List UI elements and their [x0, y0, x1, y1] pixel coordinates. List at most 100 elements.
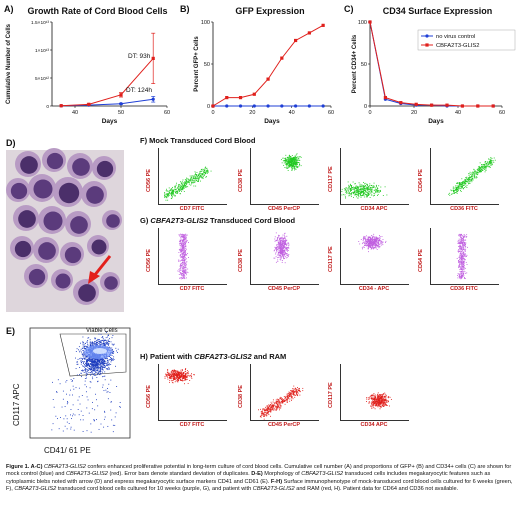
flow-event: [170, 371, 172, 373]
flow-event: [357, 189, 359, 191]
flow-event: [183, 240, 185, 242]
flow-event: [347, 188, 349, 190]
flow-event: [186, 178, 188, 180]
flow-event: [284, 241, 286, 243]
data-point-fusion: [491, 104, 495, 108]
y-tick-label: 50: [361, 62, 367, 68]
e-event: [86, 356, 88, 358]
e-event: [61, 406, 63, 408]
e-event: [98, 374, 100, 376]
e-event: [98, 359, 100, 361]
e-event: [117, 348, 119, 350]
flow-event: [478, 168, 480, 170]
flow-event: [376, 188, 378, 190]
flow-event: [371, 189, 373, 191]
flow-event: [295, 157, 297, 158]
flow-event: [181, 184, 183, 186]
flow-event: [274, 257, 276, 259]
flow-event: [280, 250, 282, 252]
e-event: [96, 363, 98, 364]
flow-event: [377, 244, 379, 246]
flow-event: [186, 177, 188, 179]
flow-event: [483, 164, 485, 166]
flow-event: [290, 160, 292, 162]
e-event: [88, 365, 90, 366]
e-event: [102, 369, 104, 371]
flow-event: [359, 191, 361, 192]
flow-event: [181, 247, 183, 249]
e-event: [90, 363, 92, 365]
flow-event: [177, 376, 179, 378]
flow-event: [345, 187, 347, 188]
flow-event: [462, 256, 464, 258]
e-event: [89, 369, 91, 371]
flow-event: [286, 157, 288, 159]
flow-event: [289, 163, 290, 165]
e-event: [86, 342, 88, 343]
flow-event: [190, 178, 191, 180]
e-event: [97, 360, 99, 362]
e-event: [104, 363, 106, 364]
y-axis-label: Percent CD34+ Cells: [352, 34, 358, 93]
e-event: [88, 362, 90, 364]
flow-event: [288, 161, 290, 162]
flow-event: [191, 181, 192, 183]
flow-event: [360, 191, 362, 193]
flow-event: [468, 173, 470, 175]
flow-event: [365, 194, 367, 196]
data-point-fusion: [383, 96, 387, 100]
e-event: [55, 415, 57, 417]
annotation-dt-fusion: DT: 93h: [128, 53, 151, 60]
e-event: [62, 398, 64, 400]
flow-event: [181, 262, 183, 264]
flow-event: [177, 186, 179, 188]
e-event: [105, 331, 107, 333]
flow-event: [188, 181, 190, 183]
flow-event: [363, 188, 365, 190]
flow-event: [379, 239, 381, 241]
flow-event: [298, 159, 300, 161]
flow-event: [283, 164, 285, 166]
flow-event: [458, 262, 460, 264]
e-event: [99, 341, 101, 343]
flow-event: [488, 163, 490, 165]
flow-event: [190, 176, 192, 178]
flow-event: [174, 381, 176, 383]
e-event: [84, 365, 86, 367]
data-point-fusion: [238, 96, 243, 100]
flow-event: [463, 255, 465, 257]
flow-event: [363, 192, 365, 194]
e-event: [92, 372, 93, 374]
e-event: [85, 348, 87, 349]
flow-event: [287, 246, 289, 248]
flow-event: [379, 242, 381, 244]
e-event: [88, 358, 90, 359]
flow-event: [462, 258, 464, 260]
e-event: [51, 429, 53, 431]
flow-event: [355, 196, 357, 198]
flow-event: [181, 250, 183, 252]
flow-event: [462, 270, 464, 272]
flow-event: [280, 259, 282, 261]
flow-event: [469, 183, 471, 184]
flow-event: [357, 187, 359, 189]
flow-event: [370, 238, 372, 240]
flow-event: [367, 195, 369, 196]
flow-event: [483, 166, 485, 168]
flow-event: [279, 242, 281, 244]
flow-event: [463, 258, 465, 260]
flow-event: [485, 163, 487, 165]
flow-event: [176, 371, 178, 373]
flow-event: [172, 191, 174, 193]
flow-event: [185, 186, 187, 188]
flow-event: [290, 164, 292, 166]
flow-event: [458, 250, 460, 252]
flow-event: [278, 254, 280, 256]
flow-event: [183, 250, 185, 252]
flow-event: [176, 372, 178, 374]
flow-event: [378, 244, 380, 246]
flow-event: [274, 246, 276, 248]
e-density-peak: [93, 348, 107, 354]
flow-event: [291, 163, 293, 164]
flow-scatter: [456, 233, 468, 280]
